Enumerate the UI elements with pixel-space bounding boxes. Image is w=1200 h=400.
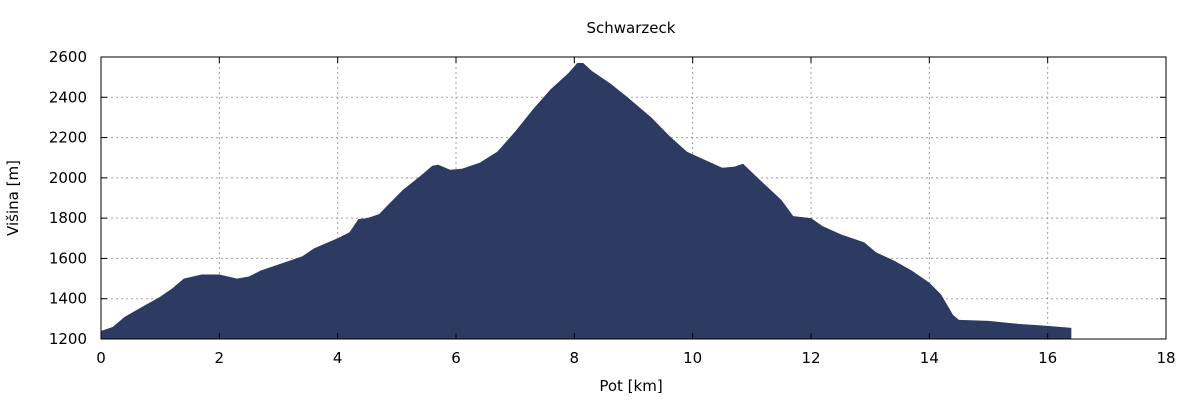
x-tick-label: 2 [215,349,225,367]
x-tick-label: 4 [333,349,343,367]
y-tick-label: 1800 [49,209,87,227]
x-axis: 0 2 4 6 8 10 12 14 16 18 [96,57,1176,367]
y-tick-label: 1200 [49,330,87,348]
x-tick-label: 10 [683,349,702,367]
y-axis: 1200 1400 1600 1800 2000 2200 2400 2600 [49,48,1166,348]
y-tick-label: 1600 [49,249,87,267]
elevation-area [101,63,1072,340]
y-axis-label: Višina [m] [4,160,22,236]
x-tick-label: 0 [96,349,106,367]
x-tick-label: 6 [451,349,461,367]
x-tick-label: 14 [920,349,939,367]
y-tick-label: 2600 [49,48,87,66]
x-tick-label: 16 [1038,349,1057,367]
x-tick-label: 12 [801,349,820,367]
chart-title: Schwarzeck [587,19,676,37]
x-tick-label: 18 [1156,349,1175,367]
y-tick-label: 2000 [49,169,87,187]
y-tick-label: 2200 [49,129,87,147]
plot-frame [100,56,1167,340]
x-axis-label: Pot [km] [599,377,662,395]
x-tick-label: 8 [570,349,580,367]
y-tick-label: 2400 [49,88,87,106]
y-tick-label: 1400 [49,290,87,308]
